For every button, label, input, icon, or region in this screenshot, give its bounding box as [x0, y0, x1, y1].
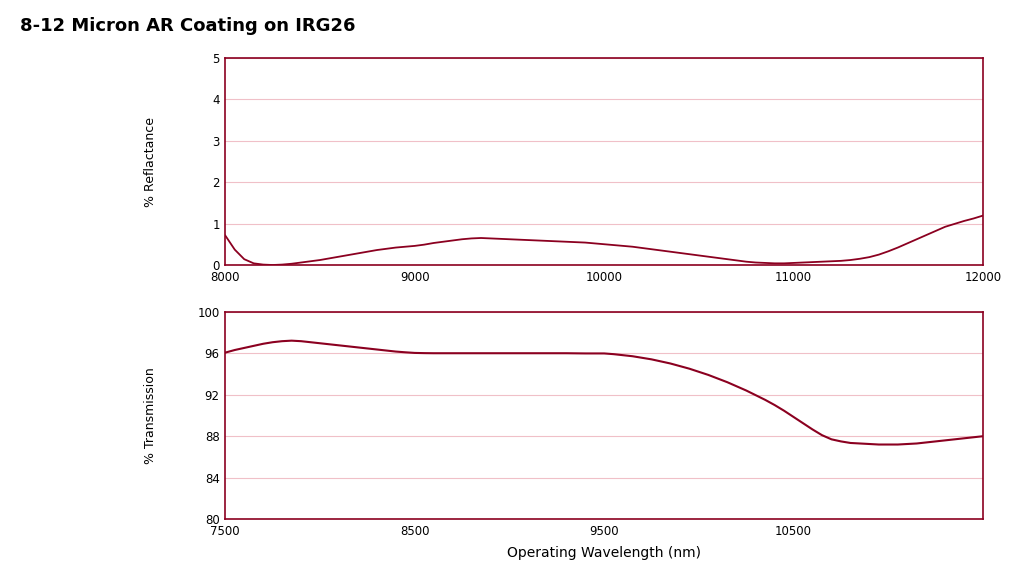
Text: 8-12 Micron AR Coating on IRG26: 8-12 Micron AR Coating on IRG26 — [20, 17, 356, 35]
X-axis label: Operating Wavelength (nm): Operating Wavelength (nm) — [507, 546, 701, 560]
Y-axis label: % Reflactance: % Reflactance — [144, 117, 157, 207]
Y-axis label: % Transmission: % Transmission — [144, 367, 157, 464]
